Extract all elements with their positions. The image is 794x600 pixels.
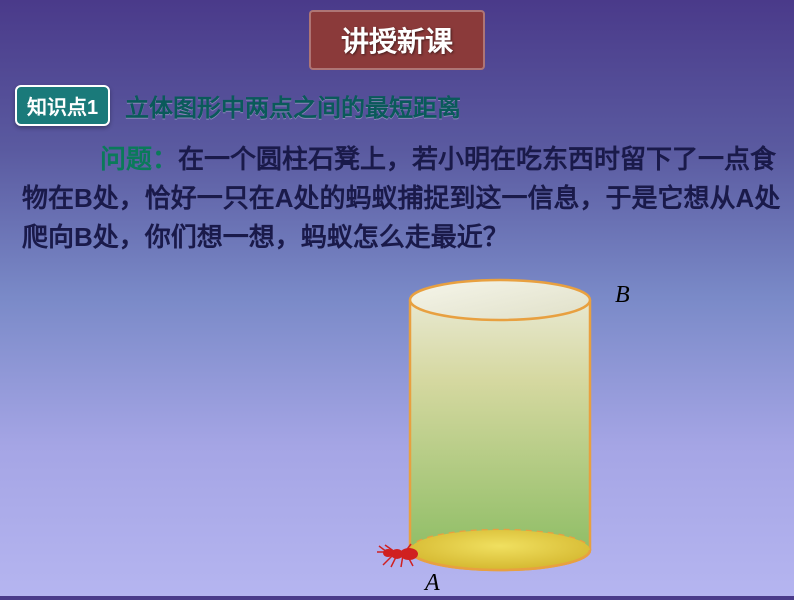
problem-label: 问题： bbox=[100, 144, 178, 174]
ant-icon bbox=[375, 540, 425, 570]
lesson-title: 讲授新课 bbox=[341, 26, 453, 57]
knowledge-point-badge: 知识点1 bbox=[15, 85, 110, 126]
point-label-b: B bbox=[615, 282, 630, 309]
knowledge-point-title: 立体图形中两点之间的最短距离 bbox=[125, 88, 461, 123]
cylinder-diagram bbox=[400, 275, 600, 595]
knowledge-point-number: 知识点1 bbox=[27, 97, 98, 119]
lesson-header: 讲授新课 bbox=[309, 10, 485, 70]
point-label-a: A bbox=[425, 570, 440, 597]
problem-text: 问题：在一个圆柱石凳上，若小明在吃东西时留下了一点食物在B处，恰好一只在A处的蚂… bbox=[22, 140, 782, 257]
